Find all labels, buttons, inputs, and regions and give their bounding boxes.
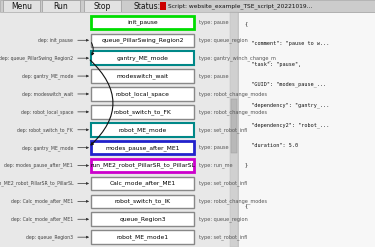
FancyBboxPatch shape <box>84 0 121 12</box>
FancyBboxPatch shape <box>91 34 194 47</box>
Text: dep: modes_pause_after_ME1: dep: modes_pause_after_ME1 <box>4 163 73 168</box>
Text: robot_local_space: robot_local_space <box>116 91 170 97</box>
Text: type: set_robot_infl: type: set_robot_infl <box>199 181 247 186</box>
Text: dep: modeswitch_wait: dep: modeswitch_wait <box>22 91 73 97</box>
Text: }: } <box>245 163 248 168</box>
Bar <box>0 0 375 12</box>
Text: type: set_robot_infl: type: set_robot_infl <box>199 234 247 240</box>
FancyBboxPatch shape <box>91 69 194 83</box>
FancyBboxPatch shape <box>91 177 194 190</box>
Text: type: pause: type: pause <box>199 145 228 150</box>
Bar <box>160 2 166 10</box>
Text: "GUID": "modes_pause_...: "GUID": "modes_pause_... <box>245 82 326 87</box>
Text: Stop: Stop <box>93 2 111 11</box>
FancyBboxPatch shape <box>91 212 194 226</box>
Bar <box>238 12 375 247</box>
FancyBboxPatch shape <box>91 123 194 137</box>
FancyBboxPatch shape <box>91 51 194 65</box>
Text: type: pause: type: pause <box>199 74 228 79</box>
Text: Run: Run <box>54 2 68 11</box>
Text: robot_ME_mode: robot_ME_mode <box>118 127 166 133</box>
Text: dep: robot_switch_to_FK: dep: robot_switch_to_FK <box>17 127 73 133</box>
Text: dep: Calc_mode_after_ME1: dep: Calc_mode_after_ME1 <box>11 199 73 204</box>
Text: robot_switch_to_IK: robot_switch_to_IK <box>114 199 171 204</box>
Text: type: robot_change_modes: type: robot_change_modes <box>199 199 267 204</box>
Bar <box>0 12 238 247</box>
Bar <box>231 99 237 153</box>
Bar <box>230 12 238 247</box>
Text: "duration": 5.0: "duration": 5.0 <box>245 143 298 147</box>
Text: dep: gantry_ME_mode: dep: gantry_ME_mode <box>22 73 73 79</box>
Text: robot_ME_mode1: robot_ME_mode1 <box>116 234 169 240</box>
Text: dep: gantry_ME_mode: dep: gantry_ME_mode <box>22 145 73 150</box>
Text: {: { <box>245 203 248 208</box>
Text: type: robot_change_modes: type: robot_change_modes <box>199 91 267 97</box>
Text: "comment": "pause to w...: "comment": "pause to w... <box>245 41 329 46</box>
Text: "task": "pause",: "task": "pause", <box>245 62 301 66</box>
FancyBboxPatch shape <box>91 195 194 208</box>
FancyBboxPatch shape <box>3 0 40 12</box>
FancyBboxPatch shape <box>91 87 194 101</box>
Text: Script: website_example_TSE_script_20221019...: Script: website_example_TSE_script_20221… <box>168 3 312 9</box>
Text: init_pause: init_pause <box>127 20 158 25</box>
Text: {: { <box>245 21 248 26</box>
Text: modes_pause_after_ME1: modes_pause_after_ME1 <box>105 145 180 150</box>
Text: type: queue_region: type: queue_region <box>199 216 248 222</box>
Text: modeswitch_wait: modeswitch_wait <box>116 73 169 79</box>
Text: dep: queue_Region3: dep: queue_Region3 <box>26 234 73 240</box>
FancyBboxPatch shape <box>91 105 194 119</box>
Text: dep: Calc_mode_after_ME1: dep: Calc_mode_after_ME1 <box>11 216 73 222</box>
Text: robot_switch_to_FK: robot_switch_to_FK <box>114 109 171 115</box>
Text: Calc_mode_after_ME1: Calc_mode_after_ME1 <box>110 181 176 186</box>
FancyBboxPatch shape <box>91 16 194 29</box>
Text: type: pause: type: pause <box>199 20 228 25</box>
Text: Status:: Status: <box>133 2 160 11</box>
Text: gantry_ME_mode: gantry_ME_mode <box>117 55 168 61</box>
FancyBboxPatch shape <box>91 141 194 154</box>
Text: dep: queue_PillarSwing_Region2: dep: queue_PillarSwing_Region2 <box>0 55 73 61</box>
Text: type: gantry_winch_change_m: type: gantry_winch_change_m <box>199 55 276 61</box>
FancyBboxPatch shape <box>91 159 194 172</box>
Text: Menu: Menu <box>11 2 32 11</box>
Text: "dependency2": "robot_...: "dependency2": "robot_... <box>245 122 329 128</box>
Text: queue_PillarSwing_Region2: queue_PillarSwing_Region2 <box>101 38 184 43</box>
Text: type: queue_region: type: queue_region <box>199 38 248 43</box>
Text: type: robot_change_modes: type: robot_change_modes <box>199 109 267 115</box>
Text: type: run_me: type: run_me <box>199 163 232 168</box>
FancyBboxPatch shape <box>42 0 80 12</box>
Text: queue_Region3: queue_Region3 <box>119 216 166 222</box>
Text: dep: init_pause: dep: init_pause <box>38 38 73 43</box>
Text: type: set_robot_infl: type: set_robot_infl <box>199 127 247 133</box>
Text: "dependency": "gantry_...: "dependency": "gantry_... <box>245 102 329 108</box>
Text: run_ME2_robot_PillarSR_to_PillarSL: run_ME2_robot_PillarSR_to_PillarSL <box>90 163 195 168</box>
Text: dep: robot_local_space: dep: robot_local_space <box>21 109 73 115</box>
Text: x: run_ME2_robot_PillarSR_to_PillarSL: x: run_ME2_robot_PillarSR_to_PillarSL <box>0 181 73 186</box>
FancyBboxPatch shape <box>91 230 194 244</box>
